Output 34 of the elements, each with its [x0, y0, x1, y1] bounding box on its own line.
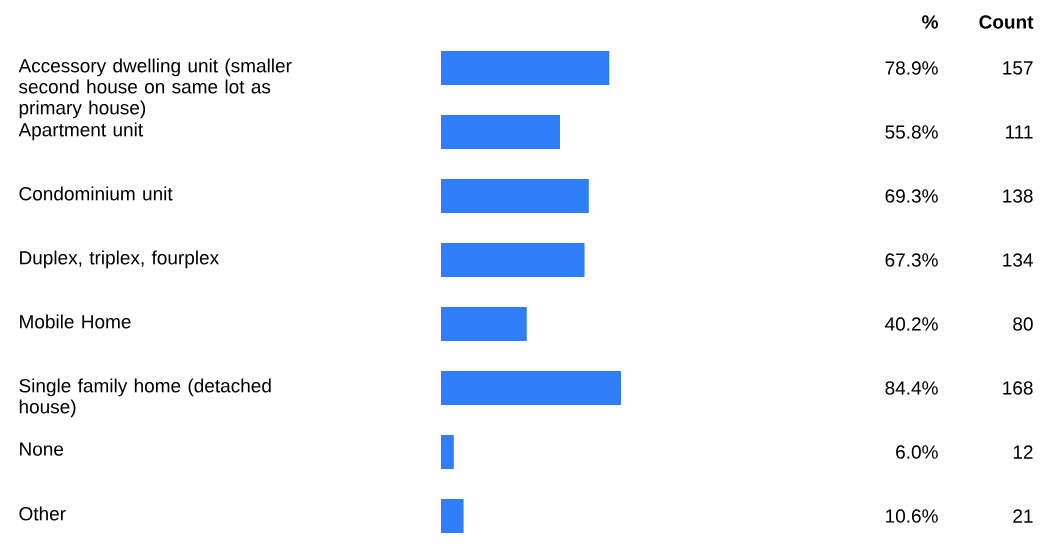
- bar: [441, 115, 560, 149]
- y-tick-label: Mobile Home: [20, 314, 131, 329]
- y-tick-label: Condominium unit: [19, 186, 173, 201]
- text: 168: [1003, 381, 1033, 395]
- y-tick-label: None: [20, 442, 64, 456]
- y-tick-label: Single family home (detached house): [19, 378, 271, 418]
- text: 12: [1013, 445, 1033, 459]
- text: 80: [1013, 317, 1033, 331]
- text: %: [922, 15, 938, 29]
- data-label: 40.2%: [885, 317, 938, 331]
- data-label: 55.8%: [885, 125, 938, 139]
- text: 21: [1013, 509, 1033, 523]
- bar: [441, 499, 464, 534]
- bar: [441, 179, 589, 213]
- bar: [441, 307, 527, 341]
- text: 111: [1006, 125, 1033, 139]
- y-tick-label: Apartment unit: [18, 122, 143, 141]
- bar: [441, 51, 610, 85]
- y-tick-label: Duplex, triplex, fourplex: [20, 250, 219, 269]
- y-tick-label: Other: [19, 506, 66, 521]
- text: 157: [1003, 61, 1033, 75]
- data-label: 69.3%: [885, 189, 938, 203]
- y-tick-label: Accessory dwelling unit (smaller second house on same lot as primary house): [18, 58, 292, 119]
- data-label: 10.6%: [886, 509, 938, 523]
- data-label: 78.9%: [885, 61, 938, 75]
- data-label: 67.3%: [885, 253, 938, 267]
- data-label: 84.4%: [885, 381, 938, 395]
- bar: [441, 371, 621, 406]
- bar: [441, 435, 454, 470]
- text: 138: [1003, 189, 1033, 203]
- bar: [441, 243, 585, 277]
- text: 134: [1003, 253, 1033, 267]
- data-label: 6.0%: [896, 445, 938, 459]
- text: Count: [979, 15, 1034, 29]
